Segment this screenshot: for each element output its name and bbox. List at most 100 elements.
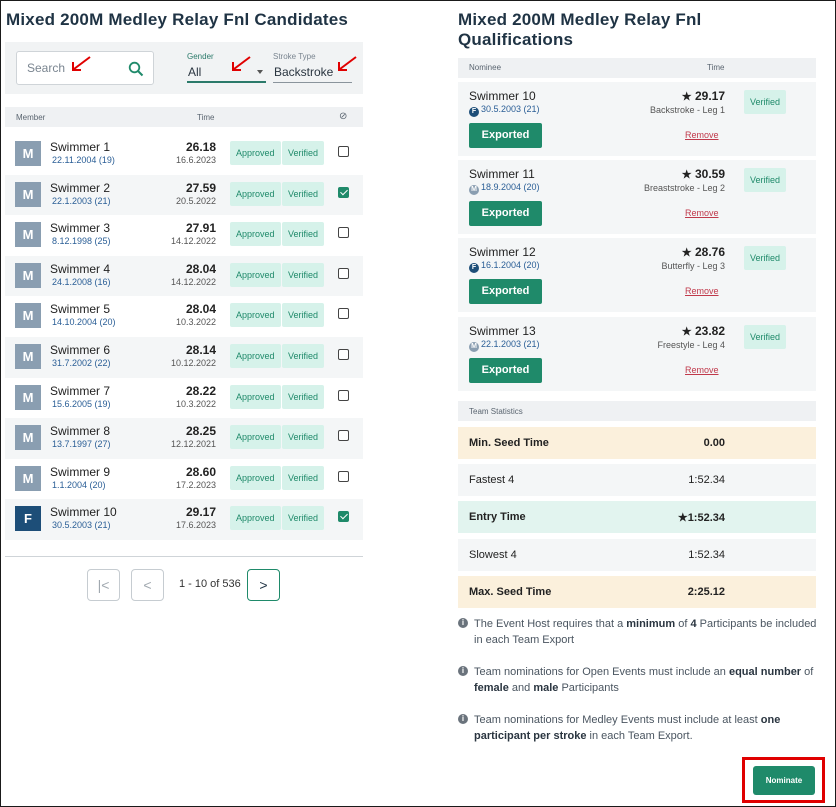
star-icon: ★: [681, 247, 692, 259]
select-checkbox[interactable]: [338, 389, 349, 401]
avatar: F: [15, 506, 41, 532]
qualifications-title: Mixed 200M Medley Relay Fnl Qualificatio…: [458, 10, 702, 49]
stat-label: Slowest 4: [469, 549, 517, 561]
status-badge: Approved: [230, 181, 281, 206]
info-note-text: Team nominations for Open Events must in…: [474, 666, 814, 694]
verified-badge: Verified: [744, 168, 787, 192]
info-icon: i: [458, 666, 468, 676]
time-date: 14.12.2022: [170, 236, 216, 247]
prev-page-button[interactable]: <: [131, 569, 164, 601]
time-date: 20.5.2022: [175, 195, 216, 206]
avatar: M: [15, 384, 41, 410]
team-statistics-header: Team Statistics: [458, 401, 816, 421]
search-icon[interactable]: [128, 61, 144, 77]
stat-value: 2:25.12: [687, 586, 725, 598]
entry-time-value: 1:52.34: [687, 512, 725, 524]
avatar: M: [15, 465, 41, 491]
verified-badge: Verified: [282, 425, 325, 450]
star-icon: ★: [677, 512, 688, 524]
table-divider: [5, 556, 363, 557]
next-page-button[interactable]: >: [247, 569, 280, 601]
stat-label: Max. Seed Time: [469, 586, 552, 598]
table-row[interactable]: M Swimmer 9 1.1.2004 (20) 28.60 17.2.202…: [5, 459, 363, 500]
nominee-dob: F 30.5.2003 (21): [469, 104, 540, 117]
table-row[interactable]: M Swimmer 4 24.1.2008 (16) 28.04 14.12.2…: [5, 255, 363, 297]
table-row[interactable]: F Swimmer 10 30.5.2003 (21) 29.17 17.6.2…: [5, 499, 363, 540]
candidates-table-header: Member Time ⊘: [5, 107, 363, 127]
table-row[interactable]: M Swimmer 5 14.10.2004 (20) 28.04 10.3.2…: [5, 296, 363, 337]
nominees-table-header: Nominee Time: [458, 58, 816, 78]
member-time: 28.04: [185, 302, 216, 317]
nominee-name: Swimmer 10: [469, 89, 536, 103]
table-row[interactable]: M Swimmer 3 8.12.1998 (25) 27.91 14.12.2…: [5, 215, 363, 256]
search-input[interactable]: Search: [16, 51, 154, 85]
stat-row-fastest: Fastest 4 1:52.34: [458, 464, 816, 496]
nominee-card: Swimmer 13 M 22.1.2003 (21) Exported ★ 23…: [458, 317, 816, 391]
male-icon: M: [469, 185, 479, 195]
time-date: 12.12.2021: [170, 439, 216, 450]
time-date: 10.3.2022: [175, 398, 216, 409]
exported-button[interactable]: Exported: [469, 201, 542, 226]
status-badge: Approved: [230, 425, 281, 450]
select-checkbox[interactable]: [338, 348, 349, 360]
status-badge: Approved: [230, 141, 281, 165]
gender-underline: [187, 81, 266, 83]
gender-value: All: [188, 65, 202, 79]
select-checkbox[interactable]: [338, 430, 349, 442]
exported-button[interactable]: Exported: [469, 123, 542, 148]
member-name: Swimmer 5: [50, 302, 111, 317]
exclude-column-icon: ⊘: [339, 111, 348, 122]
member-time: 27.59: [185, 180, 216, 195]
search-placeholder: Search: [27, 61, 66, 75]
nominee-dob: M 18.9.2004 (20): [469, 182, 540, 195]
stroke-type-select[interactable]: Stroke Type Backstroke: [273, 51, 352, 83]
status-badge: Approved: [230, 465, 281, 490]
time-column-header: Time: [707, 63, 725, 72]
nominee-card: Swimmer 11 M 18.9.2004 (20) Exported ★ 30…: [458, 160, 816, 234]
exported-button[interactable]: Exported: [469, 279, 542, 304]
table-row[interactable]: M Swimmer 7 15.6.2005 (19) 28.22 10.3.20…: [5, 378, 363, 419]
member-name: Swimmer 8: [50, 424, 111, 439]
stroke-type-label: Stroke Type: [273, 52, 316, 61]
select-checkbox[interactable]: [338, 146, 349, 157]
table-row[interactable]: M Swimmer 2 22.1.2003 (21) 27.59 20.5.20…: [5, 174, 363, 216]
select-checkbox[interactable]: [338, 511, 349, 523]
table-row[interactable]: M Swimmer 1 22.11.2004 (19) 26.18 16.6.2…: [5, 134, 363, 175]
remove-link[interactable]: Remove: [685, 365, 719, 375]
status-badge: Approved: [230, 506, 281, 531]
nominee-leg: Backstroke - Leg 1: [649, 105, 725, 115]
verified-badge: Verified: [744, 325, 787, 349]
verified-badge: Verified: [282, 303, 325, 328]
select-checkbox[interactable]: [338, 227, 349, 239]
member-name: Swimmer 2: [50, 180, 111, 195]
remove-link[interactable]: Remove: [685, 208, 719, 218]
annotation-arrow-icon: [338, 56, 357, 71]
select-checkbox[interactable]: [338, 186, 349, 198]
stat-value: 1:52.34: [688, 549, 725, 561]
info-icon: i: [458, 618, 468, 628]
gender-select[interactable]: Gender All: [187, 51, 266, 83]
table-row[interactable]: M Swimmer 6 31.7.2002 (22) 28.14 10.12.2…: [5, 336, 363, 378]
table-row[interactable]: M Swimmer 8 13.7.1997 (27) 28.25 12.12.2…: [5, 418, 363, 459]
nominee-time: ★ 29.17: [682, 89, 725, 103]
stat-label: Min. Seed Time: [469, 437, 549, 449]
verified-badge: Verified: [282, 465, 325, 490]
select-checkbox[interactable]: [338, 267, 349, 279]
avatar: M: [15, 262, 41, 288]
remove-link[interactable]: Remove: [685, 130, 719, 140]
first-page-button[interactable]: |<: [87, 569, 120, 601]
nominee-dob: M 22.1.2003 (21): [469, 339, 540, 352]
time-date: 14.12.2022: [170, 276, 216, 287]
avatar: M: [15, 425, 41, 451]
exported-button[interactable]: Exported: [469, 358, 542, 383]
member-name: Swimmer 6: [50, 342, 111, 357]
nominate-button[interactable]: Nominate: [753, 766, 815, 795]
remove-link[interactable]: Remove: [685, 286, 719, 296]
select-checkbox[interactable]: [338, 308, 349, 320]
gender-label: Gender: [187, 52, 214, 61]
select-checkbox[interactable]: [338, 470, 349, 482]
nominee-leg: Freestyle - Leg 4: [657, 340, 725, 350]
verified-badge: Verified: [744, 90, 787, 114]
nominee-time: ★ 28.76: [682, 245, 725, 259]
time-date: 10.3.2022: [175, 317, 216, 328]
